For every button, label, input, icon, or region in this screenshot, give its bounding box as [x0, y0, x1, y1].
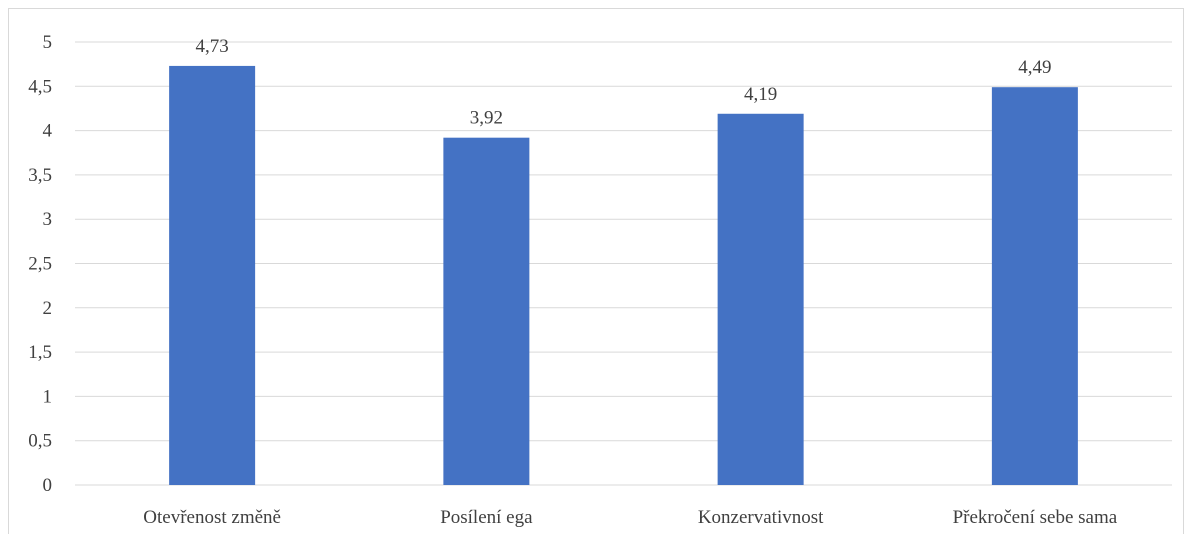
bar: [991, 87, 1078, 485]
bar: [169, 65, 256, 485]
chart-frame: [8, 8, 1184, 534]
x-axis-category-labels: Otevřenost změně Posílení ega Konzervativn…: [143, 507, 1117, 528]
x-category-label: Posílení ega: [440, 507, 533, 528]
y-tick-label: 0,5: [28, 431, 52, 452]
y-tick-label: 0: [43, 475, 53, 496]
bars: [169, 65, 1078, 486]
y-tick-label: 4: [43, 121, 53, 142]
y-tick-label: 5: [43, 32, 53, 53]
y-tick-label: 2,5: [28, 254, 52, 275]
y-axis-tick-labels: 0 0,5 1 1,5 2 2,5 3 3,5 4 4,5 5: [28, 32, 52, 496]
gridlines: [75, 41, 1172, 486]
y-tick-label: 3,5: [28, 165, 52, 186]
data-label: 4,49: [1018, 57, 1051, 78]
y-tick-label: 3: [43, 209, 53, 230]
x-category-label: Konzervativnost: [698, 507, 824, 528]
y-tick-label: 1,5: [28, 342, 52, 363]
data-label: 4,19: [744, 84, 777, 105]
bar: [717, 113, 804, 486]
data-label: 3,92: [470, 108, 503, 129]
data-label: 4,73: [196, 36, 229, 57]
x-category-label: Otevřenost změně: [143, 507, 281, 528]
bar: [443, 137, 530, 486]
data-labels: 4,73 3,92 4,19 4,49: [196, 36, 1052, 129]
y-tick-label: 1: [43, 386, 53, 407]
y-tick-label: 4,5: [28, 76, 52, 97]
x-category-label: Překročení sebe sama: [953, 507, 1118, 528]
y-tick-label: 2: [43, 298, 53, 319]
